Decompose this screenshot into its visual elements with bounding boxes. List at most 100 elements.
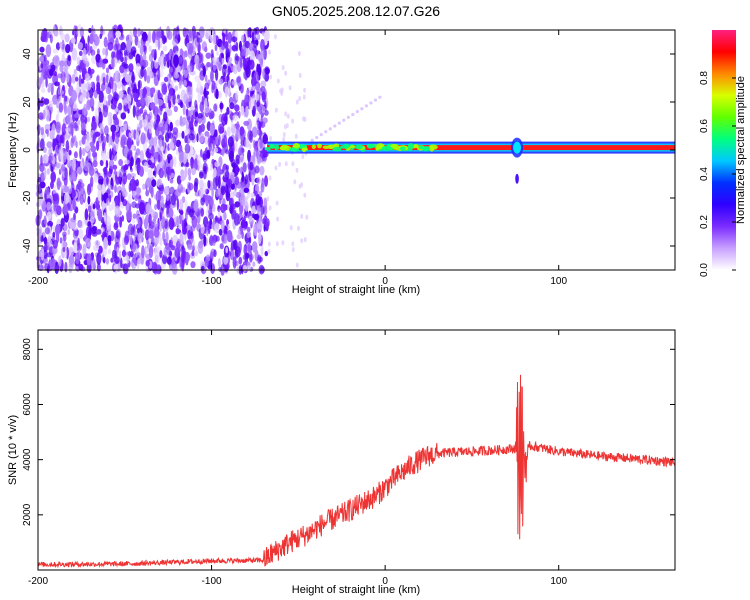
noise-blob: [38, 192, 44, 206]
streak-blob: [373, 98, 378, 102]
noise-blob: [60, 32, 66, 41]
sparse-blob: [275, 200, 279, 206]
noise-blob: [68, 246, 74, 257]
noise-blob: [59, 64, 64, 73]
noise-blob: [244, 94, 249, 103]
noise-blob: [113, 169, 117, 176]
noise-blob: [214, 161, 220, 168]
noise-blob: [202, 65, 206, 77]
noise-blob: [252, 261, 256, 268]
noise-blob: [124, 164, 129, 171]
noise-blob: [165, 231, 169, 243]
noise-blob: [189, 133, 195, 141]
noise-blob: [65, 71, 70, 83]
sparse-blob: [284, 70, 288, 76]
noise-blob: [220, 185, 226, 196]
noise-blob: [119, 216, 122, 228]
noise-blob: [97, 245, 103, 254]
noise-blob: [187, 31, 194, 42]
colorbar-gradient: [712, 30, 736, 270]
noise-blob: [99, 159, 104, 167]
noise-blob: [244, 40, 250, 49]
snr-y-label: SNR (10 * v/v): [7, 415, 19, 485]
noise-blob: [181, 219, 185, 232]
noise-blob: [79, 194, 84, 205]
noise-blob: [167, 166, 172, 176]
noise-blob: [260, 80, 267, 88]
noise-blob: [170, 193, 176, 206]
noise-blob: [224, 170, 230, 180]
noise-blob: [44, 123, 51, 131]
noise-blob: [42, 229, 46, 239]
noise-blob: [188, 182, 194, 191]
noise-blob: [97, 208, 103, 222]
noise-blob: [76, 56, 81, 66]
noise-blob: [87, 35, 90, 45]
noise-blob: [49, 130, 55, 140]
noise-blob: [82, 147, 86, 157]
noise-blob: [184, 211, 188, 221]
noise-blob: [97, 188, 102, 202]
noise-blob: [186, 43, 190, 49]
noise-blob: [242, 162, 247, 173]
noise-blob: [180, 89, 187, 102]
noise-blob: [96, 228, 102, 235]
noise-blob: [168, 100, 172, 109]
noise-blob: [231, 36, 238, 43]
noise-blob: [39, 46, 45, 53]
noise-blob: [120, 257, 123, 269]
noise-blob: [134, 195, 139, 202]
noise-blob: [40, 248, 45, 261]
sparse-blob: [302, 116, 305, 122]
noise-blob: [223, 135, 228, 148]
noise-blob: [112, 249, 116, 259]
carrier-speckle: [274, 144, 280, 151]
noise-blob: [215, 68, 219, 81]
noise-blob: [157, 89, 161, 100]
noise-blob: [85, 238, 91, 248]
noise-blob: [110, 103, 117, 110]
noise-blob: [103, 212, 107, 222]
noise-blob: [136, 123, 141, 132]
noise-blob: [197, 113, 203, 119]
sparse-blob: [274, 165, 278, 171]
noise-blob: [208, 112, 214, 120]
noise-blob: [253, 213, 260, 221]
noise-blob: [52, 225, 56, 233]
noise-blob: [115, 230, 121, 239]
noise-blob: [217, 187, 221, 197]
noise-blob: [81, 35, 85, 43]
noise-blob: [39, 99, 44, 107]
snr-plot-area: [38, 330, 675, 570]
noise-blob: [223, 255, 229, 265]
sparse-blob: [284, 124, 287, 130]
noise-blob: [262, 154, 267, 162]
disturbance-tail: [515, 173, 519, 184]
noise-blob: [215, 235, 220, 242]
noise-blob: [90, 145, 97, 153]
noise-blob: [153, 106, 159, 117]
noise-blob: [232, 256, 237, 269]
noise-blob: [244, 174, 248, 185]
noise-blob: [113, 93, 120, 102]
noise-blob: [249, 255, 253, 263]
noise-blob: [185, 162, 190, 168]
noise-blob: [65, 140, 70, 153]
noise-blob: [148, 221, 155, 229]
y-tick-label: 2000: [22, 503, 33, 526]
noise-blob: [184, 37, 187, 46]
noise-blob: [227, 223, 231, 231]
noise-blob: [96, 263, 101, 272]
noise-blob: [242, 254, 247, 260]
noise-blob: [184, 199, 188, 210]
noise-blob: [59, 134, 64, 144]
noise-blob: [42, 109, 46, 120]
noise-blob: [218, 175, 221, 189]
noise-blob: [194, 75, 201, 82]
noise-blob: [173, 105, 178, 113]
noise-blob: [254, 165, 260, 174]
noise-blob: [235, 129, 240, 139]
noise-blob: [50, 180, 54, 190]
noise-blob: [203, 234, 207, 247]
colorbar: 0.0 0.2 0.4 0.6 0.8 Normalized spectral ampl…: [699, 30, 747, 277]
